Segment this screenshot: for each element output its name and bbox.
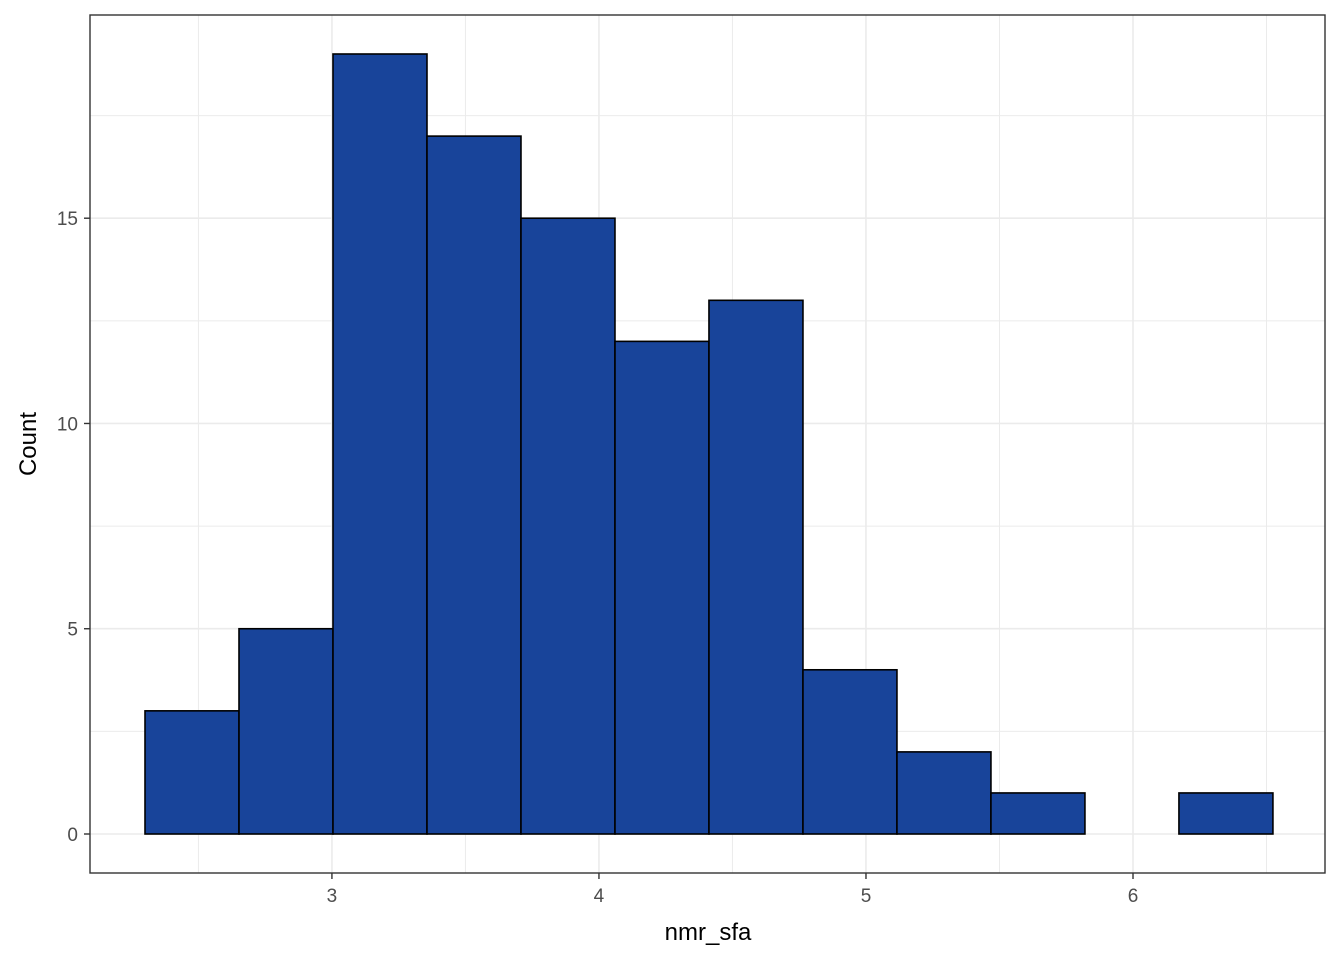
x-tick-label: 6 (1128, 886, 1139, 907)
x-tick-label: 3 (327, 886, 338, 907)
x-tick-label: 4 (594, 886, 605, 907)
bar (1178, 792, 1274, 835)
bar (332, 53, 428, 835)
y-tick-label: 15 (57, 209, 78, 230)
bar (614, 340, 710, 835)
y-tick-label: 0 (67, 825, 78, 846)
y-axis-title: Count (15, 412, 42, 476)
bar (990, 792, 1086, 835)
bar (802, 668, 898, 835)
y-tick-label: 10 (57, 414, 78, 435)
bar (896, 751, 992, 835)
x-axis-title: nmr_sfa (665, 919, 752, 946)
x-tick-label: 5 (861, 886, 872, 907)
bar (708, 299, 804, 835)
bar (238, 627, 334, 835)
bar (144, 710, 240, 835)
bar (520, 217, 616, 835)
bar (426, 135, 522, 835)
y-tick-label: 5 (67, 620, 78, 641)
panel-border (89, 14, 1326, 874)
